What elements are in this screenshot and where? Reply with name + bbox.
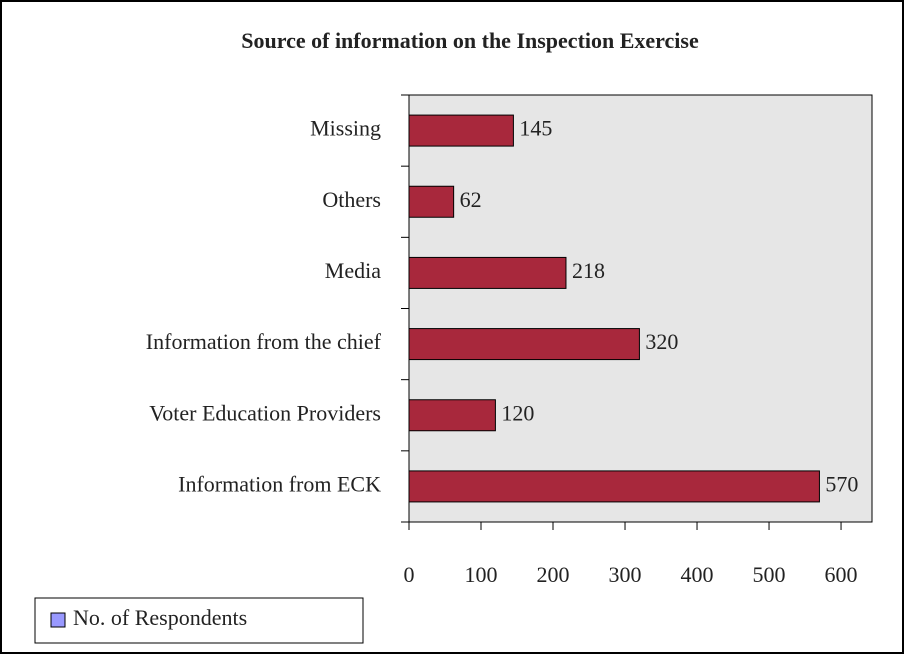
- bar: [408, 256, 567, 289]
- x-tick-label: 0: [404, 562, 415, 587]
- bar: [408, 114, 514, 147]
- value-label: 145: [519, 116, 552, 141]
- plot-area: [408, 94, 873, 523]
- x-tick-label: 600: [825, 562, 858, 587]
- y-tick-label: Information from the chief: [146, 329, 382, 354]
- legend-box: [34, 597, 364, 644]
- x-tick-label: 500: [753, 562, 786, 587]
- bar: [408, 470, 820, 503]
- value-label: 120: [501, 400, 534, 425]
- bar: [408, 399, 496, 432]
- x-tick-label: 400: [681, 562, 714, 587]
- bar: [408, 185, 455, 218]
- y-tick-label: Others: [322, 187, 381, 212]
- x-tick-label: 100: [465, 562, 498, 587]
- legend-swatch: [50, 612, 66, 628]
- y-tick-label: Voter Education Providers: [149, 400, 381, 425]
- y-tick-label: Information from ECK: [178, 471, 381, 496]
- y-tick-label: Media: [325, 258, 381, 283]
- legend-label: No. of Respondents: [73, 605, 247, 630]
- x-tick-label: 200: [537, 562, 570, 587]
- y-tick-label: Missing: [310, 116, 381, 141]
- x-tick-label: 300: [609, 562, 642, 587]
- value-label: 218: [572, 258, 605, 283]
- value-label: 570: [825, 471, 858, 496]
- value-label: 320: [645, 329, 678, 354]
- bar: [408, 328, 640, 361]
- chart-title: Source of information on the Inspection …: [241, 28, 699, 53]
- value-label: 62: [460, 187, 482, 212]
